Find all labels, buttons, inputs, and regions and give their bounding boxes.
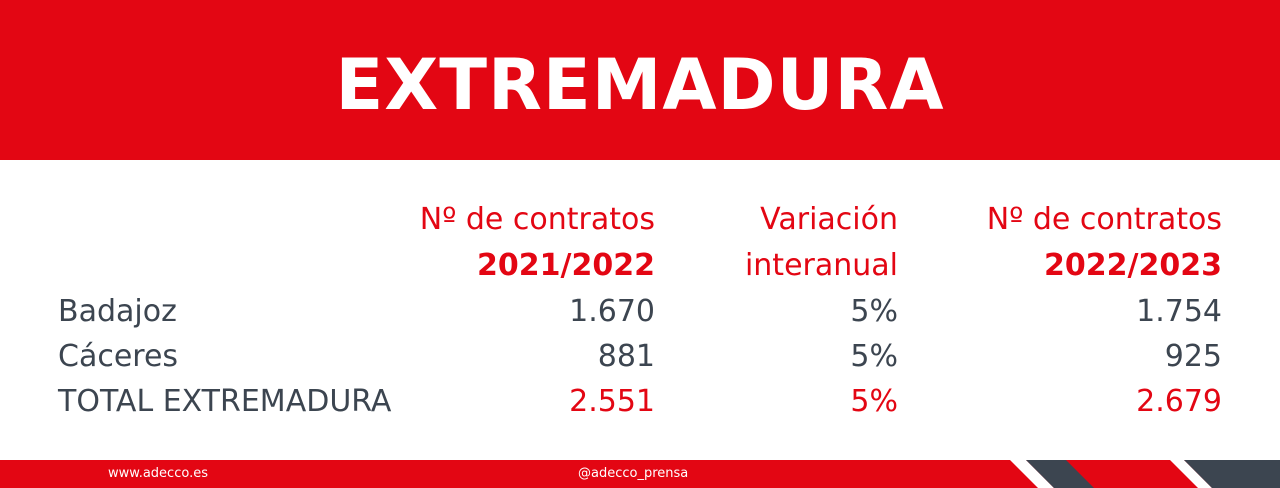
- column-header: Nº de contratos: [986, 202, 1222, 237]
- title: EXTREMADURA: [335, 44, 945, 126]
- cell: 5%: [850, 384, 898, 419]
- row-label: Badajoz: [58, 294, 177, 329]
- cell: 5%: [850, 339, 898, 374]
- cell: 2.551: [569, 384, 655, 419]
- stripe: [1170, 460, 1212, 488]
- row-label: Cáceres: [58, 339, 179, 374]
- column-header: 2021/2022: [477, 248, 655, 283]
- cell: 1.670: [569, 294, 655, 329]
- cell: 5%: [850, 294, 898, 329]
- row-label: TOTAL EXTREMADURA: [58, 384, 392, 419]
- column-header: 2022/2023: [1044, 248, 1222, 283]
- stripe: [1184, 460, 1280, 488]
- social-handle: @adecco_prensa: [578, 466, 689, 481]
- website: www.adecco.es: [108, 466, 208, 481]
- cell: 2.679: [1136, 384, 1222, 419]
- stripe: [1026, 460, 1094, 488]
- column-header: Variación: [760, 202, 898, 237]
- banner: [0, 0, 1280, 160]
- cell: 925: [1164, 339, 1222, 374]
- column-header: interanual: [744, 248, 898, 283]
- column-header: Nº de contratos: [419, 202, 655, 237]
- cell: 881: [597, 339, 655, 374]
- stripe: [1010, 460, 1054, 488]
- cell: 1.754: [1136, 294, 1222, 329]
